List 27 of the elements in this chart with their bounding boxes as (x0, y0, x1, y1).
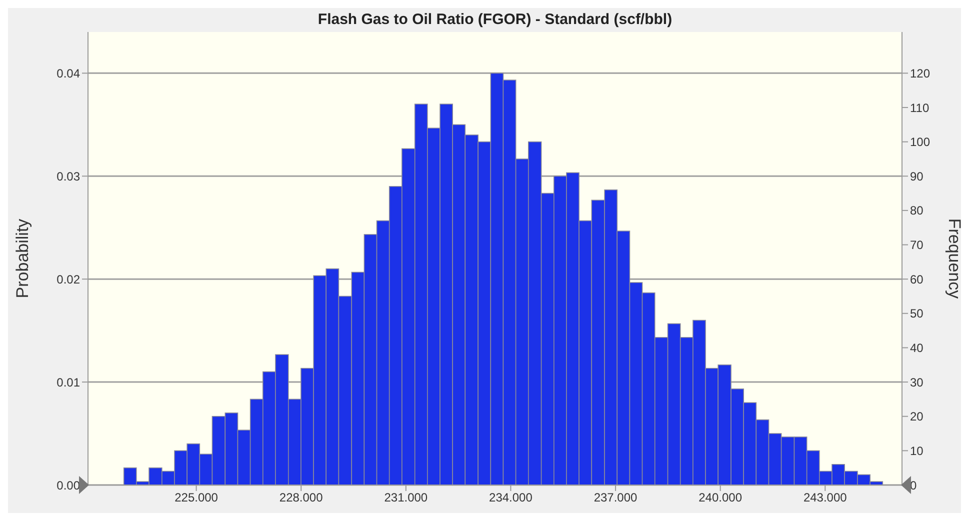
y2-tick-label: 10 (910, 444, 924, 458)
y2-axis-title: Frequency (944, 218, 964, 300)
y2-tick-label: 60 (910, 272, 924, 286)
y-tick-label: 0.02 (56, 272, 80, 286)
x-tick-label: 240.000 (698, 490, 742, 505)
y2-tick-label: 110 (910, 100, 930, 115)
x-tick-label: 243.000 (803, 490, 848, 505)
y2-tick-label: 50 (910, 306, 924, 321)
y-axis-title: Probability (13, 218, 32, 298)
y2-tick-label: 120 (910, 66, 930, 80)
y-tick-label: 0.03 (56, 169, 80, 184)
y2-tick-label: 100 (910, 135, 930, 150)
x-tick-label: 231.000 (384, 490, 428, 505)
x-tick-label: 237.000 (594, 490, 638, 505)
chart-title: Flash Gas to Oil Ratio (FGOR) - Standard (scf/bbl) (318, 11, 672, 28)
y2-tick-label: 20 (910, 410, 924, 424)
x-tick-label: 225.000 (174, 490, 218, 505)
y2-tick-label: 80 (910, 204, 924, 218)
y-tick-label: 0.00 (56, 478, 80, 492)
x-tick-label: 228.000 (279, 490, 324, 505)
x-tick-label: 234.000 (489, 490, 533, 505)
y2-tick-label: 30 (910, 375, 924, 390)
y-tick-label: 0.04 (56, 66, 80, 80)
y2-tick-label: 40 (910, 340, 924, 355)
y-tick-label: 0.01 (56, 375, 80, 390)
y2-tick-label: 70 (910, 238, 924, 252)
y2-tick-label: 90 (910, 169, 924, 184)
